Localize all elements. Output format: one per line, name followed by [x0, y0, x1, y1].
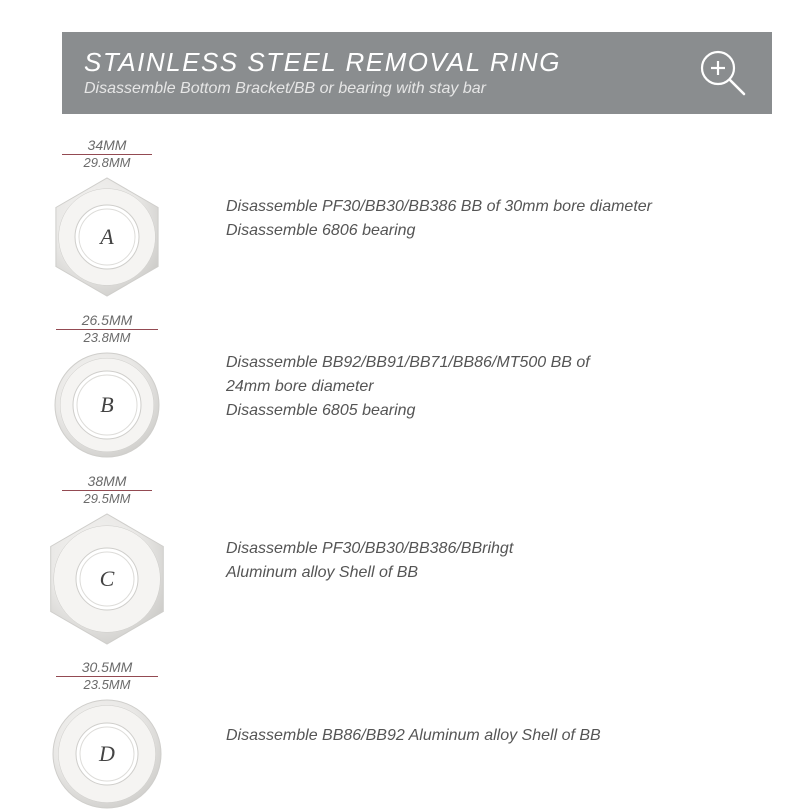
svg-text:C: C	[100, 566, 115, 591]
ring-icon: C	[32, 510, 182, 648]
dim-outer-label: 26.5MM	[82, 313, 133, 329]
desc-line: Disassemble BB92/BB91/BB71/BB86/MT500 BB…	[226, 351, 772, 375]
desc-line: Disassemble 6805 bearing	[226, 399, 772, 423]
ring-row-c: 38MM 29.5MM C Disassemble PF30/BB30/BB38…	[12, 474, 772, 648]
dim-inner-label: 23.8MM	[84, 329, 131, 345]
ring-row-d: 30.5MM 23.5MM D Disassemble BB86/BB92 Al…	[12, 660, 772, 812]
ring-dimensions: 34MM 29.8MM	[84, 138, 131, 172]
ring-diagram-a: 34MM 29.8MM A	[12, 138, 202, 300]
ring-diagram-c: 38MM 29.5MM C	[12, 474, 202, 648]
zoom-in-icon[interactable]	[696, 46, 750, 100]
ring-icon: B	[32, 349, 182, 461]
header-subtitle: Disassemble Bottom Bracket/BB or bearing…	[84, 80, 696, 98]
desc-line: Disassemble BB86/BB92 Aluminum alloy She…	[226, 724, 772, 748]
ring-icon: D	[32, 696, 182, 812]
ring-diagram-d: 30.5MM 23.5MM D	[12, 660, 202, 812]
ring-description: Disassemble BB92/BB91/BB71/BB86/MT500 BB…	[202, 351, 772, 423]
ring-row-a: 34MM 29.8MM A Disassemble PF30/BB30/BB38…	[12, 138, 772, 300]
desc-line: Disassemble PF30/BB30/BB386 BB of 30mm b…	[226, 195, 772, 219]
ring-description: Disassemble PF30/BB30/BB386 BB of 30mm b…	[202, 195, 772, 243]
ring-diagram-b: 26.5MM 23.8MM B	[12, 313, 202, 461]
dim-outer-label: 30.5MM	[82, 660, 133, 676]
header-title: STAINLESS STEEL REMOVAL RING	[84, 48, 696, 77]
header-banner: STAINLESS STEEL REMOVAL RING Disassemble…	[62, 32, 772, 114]
ring-dimensions: 30.5MM 23.5MM	[82, 660, 133, 694]
dim-outer-label: 38MM	[88, 474, 127, 490]
svg-text:B: B	[100, 392, 113, 417]
ring-dimensions: 38MM 29.5MM	[84, 474, 131, 508]
ring-row-b: 26.5MM 23.8MM B Disassemble BB92/BB91/BB…	[12, 312, 772, 462]
ring-dimensions: 26.5MM 23.8MM	[82, 313, 133, 347]
dim-inner-label: 29.8MM	[84, 154, 131, 170]
dim-outer-label: 34MM	[88, 138, 127, 154]
ring-icon: A	[32, 174, 182, 300]
desc-line: 24mm bore diameter	[226, 375, 772, 399]
desc-line: Disassemble 6806 bearing	[226, 219, 772, 243]
svg-text:A: A	[98, 224, 114, 249]
dim-inner-label: 23.5MM	[84, 676, 131, 692]
ring-description: Disassemble BB86/BB92 Aluminum alloy She…	[202, 724, 772, 748]
desc-line: Aluminum alloy Shell of BB	[226, 561, 772, 585]
ring-description: Disassemble PF30/BB30/BB386/BBrihgtAlumi…	[202, 537, 772, 585]
dim-inner-label: 29.5MM	[84, 490, 131, 506]
svg-text:D: D	[98, 741, 115, 766]
ring-list: 34MM 29.8MM A Disassemble PF30/BB30/BB38…	[12, 138, 772, 812]
desc-line: Disassemble PF30/BB30/BB386/BBrihgt	[226, 537, 772, 561]
